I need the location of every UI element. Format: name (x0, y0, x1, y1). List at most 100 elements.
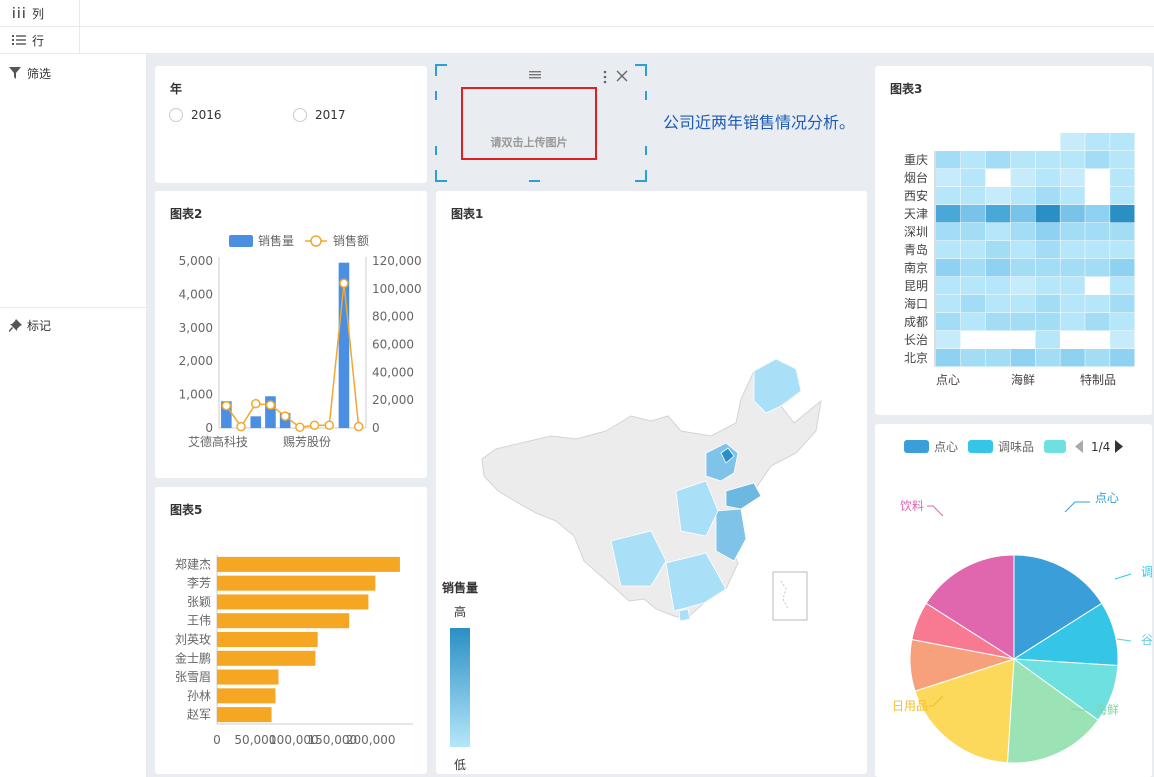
left-panel-divider (0, 307, 147, 308)
legend-bar-swatch (229, 235, 253, 247)
legend-next-icon (1115, 440, 1123, 453)
legend-swatch (904, 440, 929, 453)
heatmap-cell (1060, 151, 1085, 169)
y-tick-label: 孙林 (187, 689, 211, 703)
heatmap-cell (1060, 133, 1085, 151)
chart2-title: 图表2 (170, 207, 203, 221)
line-point (251, 398, 261, 409)
year-option-label: 2017 (315, 108, 346, 122)
heatmap-cell (985, 187, 1011, 205)
heatmap-row-label: 深圳 (904, 225, 928, 239)
heatmap-cell (1035, 205, 1060, 223)
bar (217, 650, 316, 666)
heatmap-cell (960, 295, 986, 313)
heatmap-cell (1085, 259, 1110, 277)
y-right-tick-label: 60,000 (372, 338, 414, 352)
year-filter-title: 年 (170, 82, 183, 96)
map-region-northeast (753, 358, 802, 414)
bar (221, 401, 232, 428)
columns-shelf[interactable]: 列 (0, 0, 1154, 27)
radio-circle-icon[interactable] (169, 108, 183, 122)
heatmap-cell (1035, 313, 1060, 331)
heatmap-cell (1010, 331, 1035, 349)
drag-handle-icon[interactable] (529, 68, 541, 79)
radio-circle-icon[interactable] (293, 108, 307, 122)
rows-shelf-label: 行 (0, 27, 80, 53)
heatmap-cell (960, 151, 986, 169)
heatmap-cell (1035, 259, 1060, 277)
heatmap-cell (1110, 259, 1135, 277)
heatmap-cell (936, 187, 961, 205)
map-region-china (481, 358, 822, 620)
marks-section[interactable]: 标记 (0, 315, 147, 335)
legend-line-label: 销售额 (333, 233, 369, 248)
more-options-icon[interactable] (602, 70, 608, 84)
bar (217, 613, 350, 629)
chart1-title: 图表1 (451, 207, 484, 221)
heatmap-cell (1010, 313, 1035, 331)
bar (265, 396, 276, 428)
filter-section[interactable]: 筛选 (0, 63, 147, 83)
heatmap-cell (1085, 133, 1110, 151)
pie-slice (925, 554, 1015, 660)
chart2-combo-chart: 销售量 销售额 0 1,000 2,000 3,000 4,000 5,000 0 20,000 4… (179, 233, 422, 449)
heatmap-cell (1110, 205, 1135, 223)
selection-corner (435, 64, 447, 76)
pie-label: 谷 (1141, 633, 1152, 647)
heatmap-cell (960, 259, 986, 277)
close-icon[interactable] (616, 70, 628, 82)
heatmap-cell (1085, 241, 1110, 259)
heatmap-cell (1035, 169, 1060, 187)
y-right-tick-label: 80,000 (372, 310, 414, 324)
heatmap-cell (985, 259, 1011, 277)
heatmap-cell (1060, 349, 1085, 367)
heatmap-cell (985, 241, 1011, 259)
year-option-2016[interactable]: 2016 (169, 108, 222, 122)
legend-page-label: 1/4 (1091, 440, 1110, 454)
heatmap-cell (985, 277, 1011, 295)
rows-shelf[interactable]: 行 (0, 27, 1154, 54)
selection-edge (529, 180, 540, 182)
heatmap-cell (985, 295, 1011, 313)
heatmap-cell (1110, 133, 1135, 151)
y-tick-label: 张颖 (187, 595, 211, 609)
heatmap-cell (960, 331, 986, 349)
selection-corner (435, 170, 447, 182)
heatmap-cell (1085, 277, 1110, 295)
heatmap-cell (1085, 295, 1110, 313)
image-widget[interactable]: 请双击上传图片 (427, 64, 647, 182)
map-region-east (715, 508, 747, 562)
bar (217, 707, 272, 723)
y-right-tick-label: 120,000 (372, 254, 422, 268)
heatmap-cell (985, 349, 1011, 367)
heatmap-cell (1010, 169, 1035, 187)
y-left-tick-label: 2,000 (179, 354, 213, 368)
y-tick-label: 赵军 (187, 708, 211, 722)
heatmap-col-label: 海鲜 (1011, 372, 1035, 387)
legend-label: 点心 (934, 440, 958, 454)
legend-swatch (1044, 440, 1066, 453)
heatmap-cell (1060, 223, 1085, 241)
pin-icon (8, 318, 22, 332)
selection-edge (435, 146, 437, 155)
map-region-central (675, 480, 719, 537)
heatmap-cell (985, 313, 1011, 331)
selection-corner (635, 170, 647, 182)
pie-slice (914, 658, 1015, 764)
x-tick-label: 艾德高科技 (188, 434, 248, 449)
heatmap-cell (1010, 187, 1035, 205)
chart3-card: 图表3 重庆 烟台 西安 天津 深圳 青岛 南京 昆明 海口 成都 长治 北京 点心 海鲜 特制品 (875, 66, 1152, 415)
x-tick-label: 0 (213, 733, 221, 747)
marks-label: 标记 (27, 318, 52, 333)
heatmap-row-label: 青岛 (904, 242, 928, 257)
year-option-2017[interactable]: 2017 (293, 108, 346, 122)
pie-label: 调 (1141, 565, 1152, 579)
heatmap-cell (1035, 277, 1060, 295)
image-upload-area[interactable]: 请双击上传图片 (461, 87, 597, 160)
heatmap-row-label: 长治 (904, 333, 928, 347)
heatmap-cell (1110, 349, 1135, 367)
pie-label: 海鲜 (1095, 702, 1119, 717)
image-upload-hint: 请双击上传图片 (490, 136, 568, 149)
heatmap-cell (960, 205, 986, 223)
heatmap-cell (936, 313, 961, 331)
